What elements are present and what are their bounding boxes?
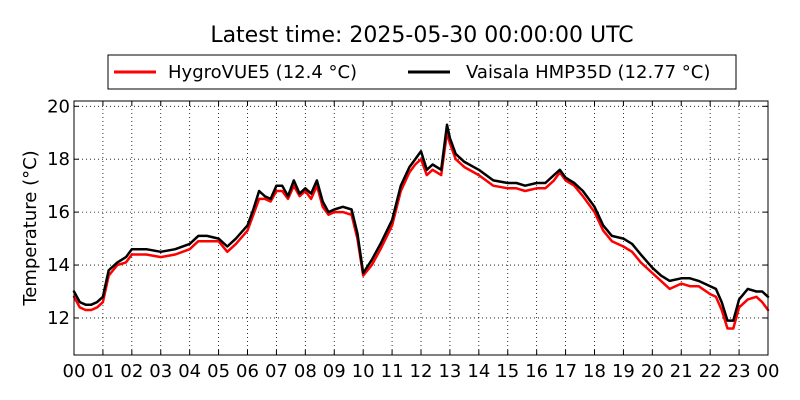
- x-tick-label: 04: [178, 361, 201, 382]
- x-tick-label: 14: [467, 361, 490, 382]
- x-tick-label: 01: [91, 361, 114, 382]
- grid: [74, 101, 768, 355]
- chart-title: Latest time: 2025-05-30 00:00:00 UTC: [210, 23, 633, 48]
- y-tick-label: 14: [47, 255, 70, 276]
- legend: HygroVUE5 (12.4 °C) Vaisala HMP35D (12.7…: [107, 54, 737, 90]
- x-tick-label: 15: [496, 361, 519, 382]
- x-tick-label: 07: [265, 361, 288, 382]
- x-tick-label: 18: [583, 361, 606, 382]
- plot-frame: [73, 100, 769, 356]
- y-tick-label: 12: [47, 308, 70, 329]
- series-line-vaisala: [72, 123, 770, 322]
- x-tick-label: 02: [120, 361, 143, 382]
- x-tick-label: 23: [728, 361, 751, 382]
- x-tick-label: 03: [149, 361, 172, 382]
- x-axis: 00 01 02 03 04 05 06 07 08 09 10 11 12 13 14 15 16 17 18 19…: [63, 101, 780, 382]
- x-tick-label: 17: [554, 361, 577, 382]
- y-tick-label: 18: [47, 149, 70, 170]
- series-layer: [72, 123, 770, 330]
- x-tick-label: 19: [612, 361, 635, 382]
- x-tick-label: 13: [438, 361, 461, 382]
- y-tick-label: 16: [47, 202, 70, 223]
- x-tick-label: 08: [294, 361, 317, 382]
- x-tick-label: 05: [207, 361, 230, 382]
- x-tick-label: 16: [525, 361, 548, 382]
- x-tick-label: 12: [410, 361, 433, 382]
- x-tick-label: 00: [63, 361, 86, 382]
- y-axis: 12 14 16 18 20: [47, 96, 768, 329]
- x-tick-label: 11: [381, 361, 404, 382]
- x-tick-label: 20: [641, 361, 664, 382]
- series-line-hygrovue5: [72, 131, 770, 330]
- x-tick-label: 09: [323, 361, 346, 382]
- x-tick-label: 21: [670, 361, 693, 382]
- y-tick-label: 20: [47, 96, 70, 117]
- legend-label-hygrovue5: HygroVUE5 (12.4 °C): [168, 62, 357, 83]
- y-axis-label: Temperature (°C): [20, 150, 41, 306]
- x-tick-label: 10: [352, 361, 375, 382]
- x-tick-label: 00: [757, 361, 780, 382]
- x-tick-label: 06: [236, 361, 259, 382]
- legend-label-vaisala: Vaisala HMP35D (12.77 °C): [466, 62, 710, 83]
- x-tick-label: 22: [699, 361, 722, 382]
